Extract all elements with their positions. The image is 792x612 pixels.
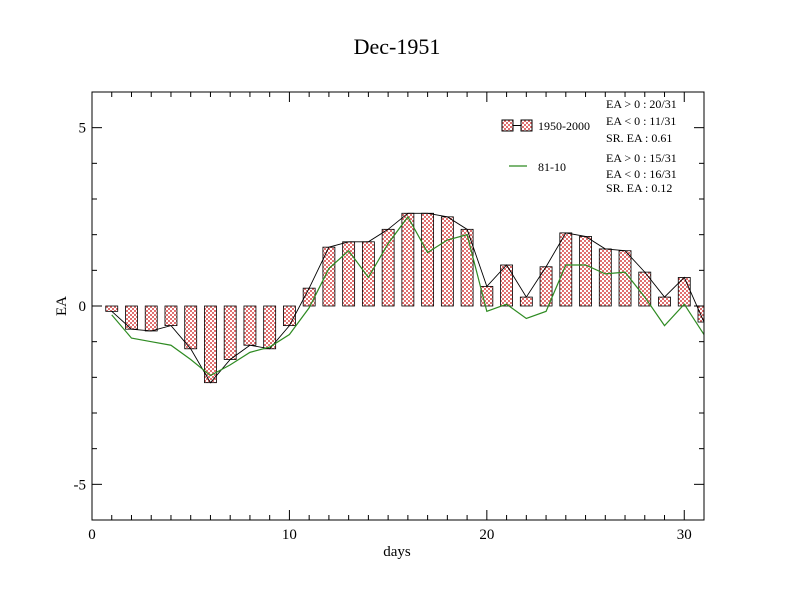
bar-day-18 — [440, 216, 454, 307]
stats-2-positive: EA > 0 : 15/31 — [606, 151, 677, 165]
y-tick-label: 0 — [79, 299, 87, 315]
bar-day-6 — [204, 305, 217, 384]
stats-1-negative: EA < 0 : 11/31 — [606, 114, 676, 128]
series-81-10-line — [111, 215, 705, 377]
axes-layer: 0 10 20 30 -5 0 5 — [74, 91, 705, 543]
bar-day-22 — [519, 296, 533, 307]
bar-day-10 — [283, 305, 296, 327]
legend-swatch-bar-right — [520, 119, 533, 132]
bar-day-29 — [658, 296, 671, 307]
stats-2-negative: EA < 0 : 16/31 — [606, 167, 677, 181]
lines-layer — [111, 212, 705, 384]
bar-day-26 — [598, 248, 612, 307]
bar-day-25 — [579, 236, 592, 307]
bar-day-15 — [381, 228, 395, 307]
bar-day-1 — [105, 305, 119, 312]
x-tick-label: 0 — [88, 527, 96, 543]
x-tick-label: 10 — [282, 527, 297, 543]
x-axis-label: days — [383, 544, 411, 560]
series-1950-2000-line — [111, 212, 705, 384]
y-axis-label: EA — [54, 296, 70, 316]
bar-day-9 — [263, 305, 277, 350]
bar-day-24 — [559, 232, 573, 307]
chart-title: Dec-1951 — [354, 34, 441, 59]
bar-day-5 — [184, 305, 198, 350]
legend-label-1950-2000: 1950-2000 — [538, 119, 590, 133]
y-tick-label: 5 — [79, 121, 87, 137]
bar-day-7 — [223, 305, 237, 360]
bar-day-14 — [361, 241, 375, 307]
stats-2-sr: SR. EA : 0.12 — [606, 181, 672, 195]
legend: 1950-2000 81-10 EA > 0 : 20/31 EA < 0 : … — [501, 97, 677, 195]
bar-day-8 — [243, 305, 257, 346]
bar-day-4 — [164, 305, 178, 327]
y-tick-label: -5 — [74, 477, 87, 493]
x-tick-label: 20 — [479, 527, 494, 543]
x-tick-label: 30 — [677, 527, 692, 543]
bar-day-3 — [144, 305, 158, 332]
bar-day-17 — [421, 212, 435, 307]
stats-1-sr: SR. EA : 0.61 — [606, 131, 672, 145]
bar-day-16 — [401, 212, 415, 307]
stats-1-positive: EA > 0 : 20/31 — [606, 97, 677, 111]
legend-swatch-bar-left — [501, 119, 514, 132]
legend-label-81-10: 81-10 — [538, 160, 566, 174]
